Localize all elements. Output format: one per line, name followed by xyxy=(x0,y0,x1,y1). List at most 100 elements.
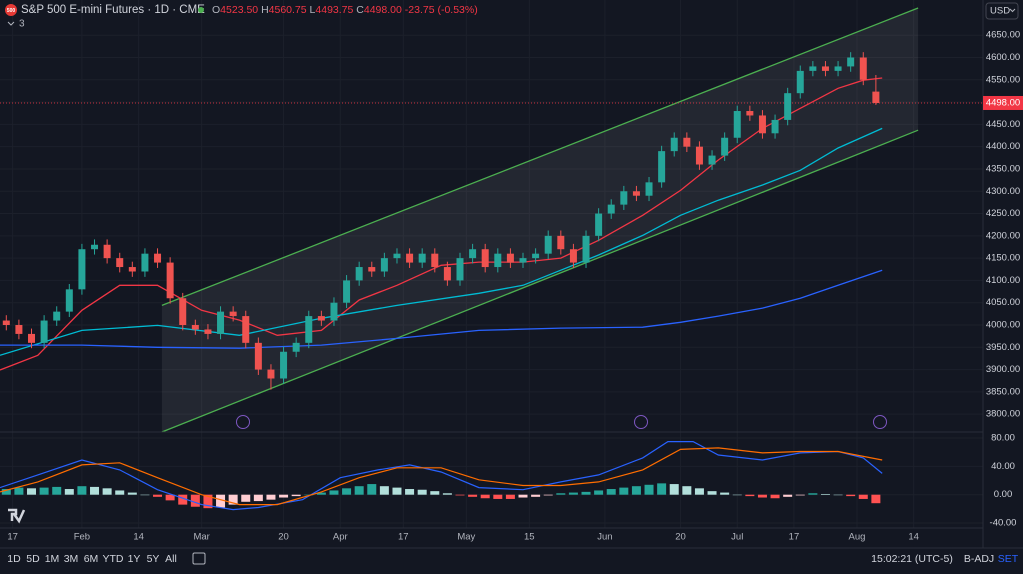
candle-body xyxy=(582,235,590,263)
candle-body xyxy=(154,253,162,263)
histogram-bar xyxy=(52,486,62,495)
histogram-bar xyxy=(216,494,226,508)
histogram-bar xyxy=(190,494,200,507)
histogram-bar xyxy=(241,494,251,502)
candle-body xyxy=(784,93,792,120)
clock: 15:02:21 (UTC-5) xyxy=(871,553,953,565)
y-tick-label: 3850.00 xyxy=(986,386,1020,397)
range-button[interactable]: YTD xyxy=(103,553,124,565)
candle-body xyxy=(620,191,628,205)
histogram-bar xyxy=(707,491,717,495)
candle-body xyxy=(166,262,174,299)
candle-body xyxy=(645,182,653,196)
candle-body xyxy=(40,320,48,343)
candle-body xyxy=(65,289,73,312)
y-tick-label: 4400.00 xyxy=(986,141,1020,152)
candle-body xyxy=(733,111,741,138)
indicators-count[interactable]: 3 xyxy=(19,19,25,30)
candle-body xyxy=(78,249,86,290)
candle-body xyxy=(771,119,779,134)
histogram-bar xyxy=(417,489,427,495)
settings-toggle[interactable]: SET xyxy=(998,553,1019,565)
adjust-toggle[interactable]: B-ADJ xyxy=(964,553,994,565)
candle-body xyxy=(103,244,111,259)
y-tick-label: 4100.00 xyxy=(986,275,1020,286)
x-tick-label: Jun xyxy=(597,532,612,543)
y-tick-label: 3900.00 xyxy=(986,364,1020,375)
candle-body xyxy=(809,66,817,71)
range-button[interactable]: All xyxy=(165,553,177,565)
change: -23.75 (-0.53%) xyxy=(405,4,478,16)
candle-body xyxy=(847,57,855,67)
event-icon[interactable] xyxy=(236,415,250,429)
channel-line xyxy=(161,7,919,307)
symbol-title[interactable]: S&P 500 E-mini Futures · 1D · CME xyxy=(21,4,205,16)
candle-body xyxy=(834,66,842,71)
channel-fill xyxy=(161,8,919,432)
event-icon[interactable] xyxy=(634,415,648,429)
range-button[interactable]: 6M xyxy=(84,553,99,565)
signal-line xyxy=(0,447,883,506)
candle-body xyxy=(128,267,136,272)
candle-body xyxy=(368,267,376,272)
candle-body xyxy=(569,249,577,263)
range-button[interactable]: 3M xyxy=(64,553,79,565)
candle-body xyxy=(859,57,867,80)
y-tick-label: 4300.00 xyxy=(986,186,1020,197)
candle-body xyxy=(632,191,640,196)
candle-body xyxy=(380,258,388,272)
x-tick-label: 17 xyxy=(789,532,800,543)
ohlc-value: 4498.00 xyxy=(364,4,402,16)
currency-box[interactable] xyxy=(985,2,1019,20)
histogram-bar xyxy=(720,492,730,495)
range-button[interactable]: 1M xyxy=(45,553,60,565)
candle-body xyxy=(292,342,300,352)
histogram-bar xyxy=(468,494,478,497)
macd-line xyxy=(0,441,883,511)
histogram-bar xyxy=(833,494,843,496)
histogram-bar xyxy=(153,494,163,497)
ohlc-value: 4523.50 xyxy=(220,4,258,16)
histogram-bar xyxy=(367,484,377,495)
candle-body xyxy=(330,302,338,321)
calendar-icon[interactable] xyxy=(192,552,206,565)
histogram-bar xyxy=(631,486,641,495)
histogram-bar xyxy=(846,494,856,497)
candle-body xyxy=(317,316,325,321)
histogram-bar xyxy=(757,494,767,498)
range-button[interactable]: 5D xyxy=(26,553,40,565)
histogram-bar xyxy=(90,486,100,495)
x-tick-label: Aug xyxy=(849,532,866,543)
range-button[interactable]: 1D xyxy=(7,553,21,565)
x-tick-label: 20 xyxy=(675,532,686,543)
candle-body xyxy=(607,204,615,214)
candle-body xyxy=(116,258,124,268)
ohlc-key: C xyxy=(356,4,364,16)
candle-body xyxy=(305,316,313,343)
moving-average xyxy=(0,127,883,356)
histogram-bar xyxy=(505,494,515,499)
candle-body xyxy=(544,235,552,254)
y-tick-label: 40.00 xyxy=(991,461,1015,472)
candle-body xyxy=(91,244,99,250)
y-tick-label: 4650.00 xyxy=(986,30,1020,41)
event-icon[interactable] xyxy=(873,415,887,429)
range-button[interactable]: 5Y xyxy=(147,553,160,565)
y-tick-label: 80.00 xyxy=(991,433,1015,444)
candle-body xyxy=(204,329,212,334)
x-tick-label: 14 xyxy=(908,532,919,543)
currency[interactable]: USD xyxy=(990,6,1010,17)
symbol-badge: 500 xyxy=(7,8,16,14)
histogram-bar xyxy=(165,494,175,501)
histogram-bar xyxy=(568,492,578,495)
collapse-icon[interactable] xyxy=(7,21,15,26)
channel-line xyxy=(161,129,919,433)
x-tick-label: Apr xyxy=(333,532,348,543)
y-tick-label: 3800.00 xyxy=(986,409,1020,420)
range-button[interactable]: 1Y xyxy=(128,553,141,565)
histogram-bar xyxy=(14,487,24,495)
candle-body xyxy=(519,258,527,263)
moving-average xyxy=(0,269,883,349)
candle-body xyxy=(355,267,363,281)
